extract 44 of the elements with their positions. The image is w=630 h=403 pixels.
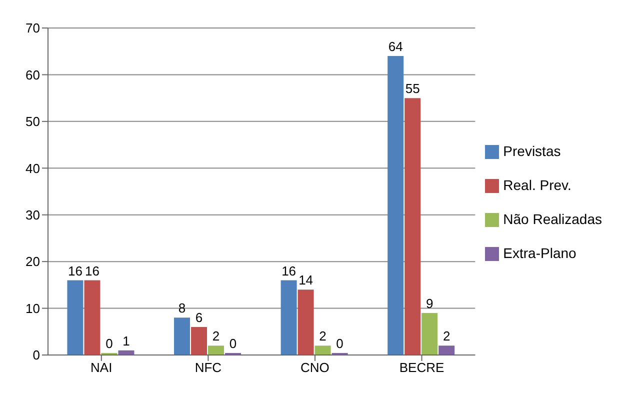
data-label: 0 [106, 336, 113, 351]
data-label: 14 [298, 272, 314, 288]
y-tick-label: 40 [26, 160, 40, 176]
legend-label: Extra-Plano [503, 244, 576, 260]
data-label: 16 [84, 263, 100, 278]
y-tick-label: 20 [26, 254, 40, 270]
data-label: 0 [336, 336, 344, 351]
data-label: 2 [212, 328, 220, 344]
legend-label: Não Realizadas [503, 210, 602, 226]
bar [84, 280, 100, 355]
data-label: 55 [405, 81, 420, 96]
legend-label: Previstas [503, 142, 561, 158]
data-label: 0 [229, 336, 237, 351]
x-tick-label: CNO [300, 360, 330, 376]
bar [388, 56, 404, 355]
y-tick-label: 0 [32, 348, 40, 363]
bar [174, 318, 190, 355]
x-tick-label: NFC [194, 360, 222, 376]
data-label: 2 [319, 328, 326, 344]
data-label: 16 [68, 263, 82, 278]
data-label: 8 [178, 300, 186, 316]
data-label: 6 [195, 310, 203, 325]
legend-label: Real. Prev. [503, 176, 572, 192]
bar [314, 346, 331, 355]
bar [208, 346, 224, 355]
y-tick-label: 50 [26, 114, 40, 130]
bar [191, 326, 208, 355]
bar [404, 98, 421, 355]
bar [67, 280, 84, 355]
bar [422, 312, 438, 355]
x-tick-label: BECRE [399, 360, 444, 376]
y-tick-label: 60 [26, 67, 40, 82]
data-label: 9 [426, 296, 434, 311]
y-tick-label: 70 [26, 20, 40, 36]
y-tick-label: 10 [26, 300, 40, 316]
bar [438, 346, 455, 355]
x-tick-label: NAI [90, 360, 112, 376]
bar [280, 280, 297, 355]
data-label: 64 [388, 39, 403, 54]
y-tick-label: 30 [26, 207, 40, 222]
data-label: 2 [442, 328, 450, 344]
data-label: 16 [282, 263, 296, 278]
bar [298, 290, 314, 355]
data-label: 1 [122, 333, 130, 348]
